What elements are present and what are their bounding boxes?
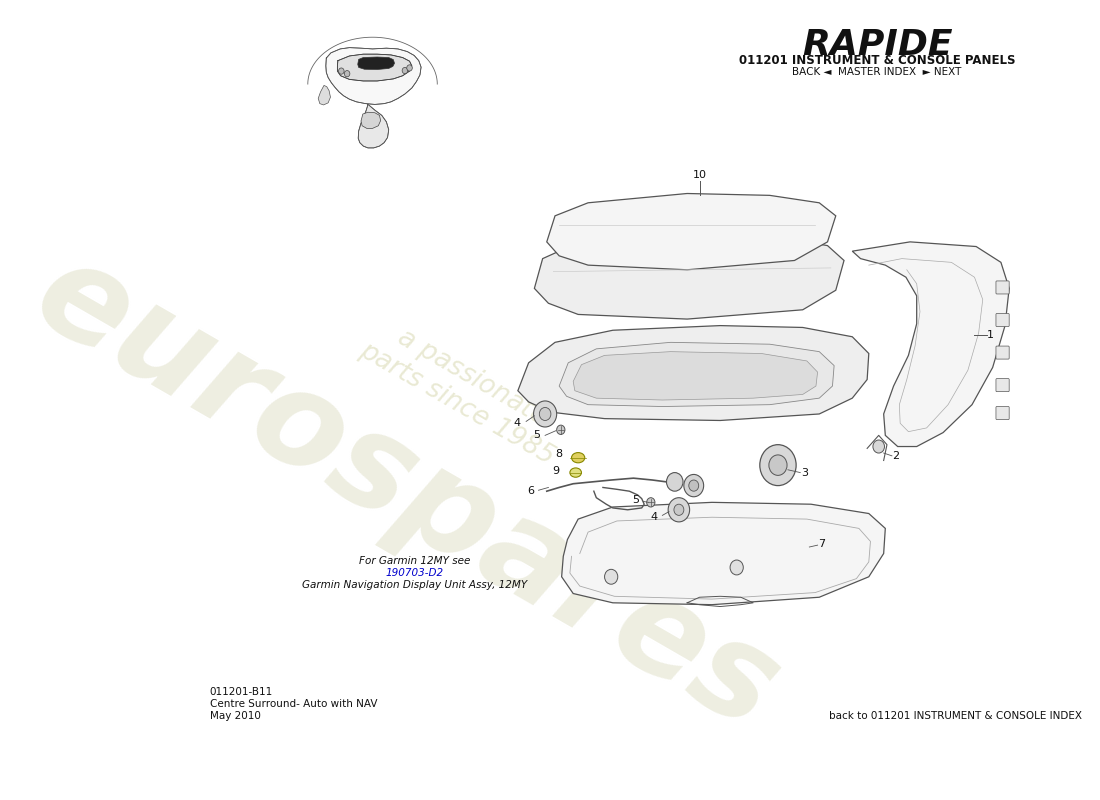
Text: 2: 2 xyxy=(892,451,899,461)
Text: 1: 1 xyxy=(987,330,994,340)
Circle shape xyxy=(873,440,884,453)
Polygon shape xyxy=(547,194,836,270)
Polygon shape xyxy=(318,86,330,105)
FancyBboxPatch shape xyxy=(996,378,1009,392)
Text: For Garmin 12MY see: For Garmin 12MY see xyxy=(359,556,471,566)
Text: 7: 7 xyxy=(817,539,825,550)
Text: 011201-B11: 011201-B11 xyxy=(210,686,273,697)
FancyBboxPatch shape xyxy=(996,346,1009,359)
Polygon shape xyxy=(535,235,844,319)
Circle shape xyxy=(684,474,704,497)
Ellipse shape xyxy=(570,468,582,478)
Polygon shape xyxy=(518,326,869,421)
Polygon shape xyxy=(361,112,381,128)
Circle shape xyxy=(534,401,557,427)
Circle shape xyxy=(403,67,408,74)
Text: a passionate
parts since 1985: a passionate parts since 1985 xyxy=(355,311,573,470)
Text: 9: 9 xyxy=(552,466,560,476)
Text: 5: 5 xyxy=(632,495,639,506)
Circle shape xyxy=(407,65,412,71)
Text: 011201 INSTRUMENT & CONSOLE PANELS: 011201 INSTRUMENT & CONSOLE PANELS xyxy=(739,54,1015,67)
Polygon shape xyxy=(359,105,388,148)
Polygon shape xyxy=(562,502,886,605)
Circle shape xyxy=(647,498,654,507)
Polygon shape xyxy=(573,352,817,400)
Circle shape xyxy=(730,560,744,575)
Circle shape xyxy=(344,70,350,77)
Text: eurospares: eurospares xyxy=(13,230,800,757)
Ellipse shape xyxy=(572,453,585,463)
Text: 4: 4 xyxy=(650,512,658,522)
Text: Garmin Navigation Display Unit Assy, 12MY: Garmin Navigation Display Unit Assy, 12M… xyxy=(302,581,527,590)
Polygon shape xyxy=(326,48,421,105)
Polygon shape xyxy=(338,54,411,81)
Circle shape xyxy=(674,504,684,515)
Text: 8: 8 xyxy=(554,449,562,459)
Text: RAPIDE: RAPIDE xyxy=(802,28,953,62)
Text: BACK ◄  MASTER INDEX  ► NEXT: BACK ◄ MASTER INDEX ► NEXT xyxy=(792,67,961,77)
Circle shape xyxy=(539,407,551,421)
Polygon shape xyxy=(852,242,1009,446)
FancyBboxPatch shape xyxy=(996,281,1009,294)
Text: 190703-D2: 190703-D2 xyxy=(386,568,443,578)
Text: 4: 4 xyxy=(514,418,520,428)
Text: 6: 6 xyxy=(527,486,534,496)
Text: 10: 10 xyxy=(693,170,706,179)
Circle shape xyxy=(760,445,796,486)
Circle shape xyxy=(557,425,565,434)
Polygon shape xyxy=(559,342,834,406)
Text: Centre Surround- Auto with NAV: Centre Surround- Auto with NAV xyxy=(210,698,377,709)
Circle shape xyxy=(667,473,683,491)
FancyBboxPatch shape xyxy=(996,314,1009,326)
Text: 3: 3 xyxy=(801,467,808,478)
Circle shape xyxy=(605,570,618,584)
Text: May 2010: May 2010 xyxy=(210,710,261,721)
Circle shape xyxy=(769,455,788,475)
Text: back to 011201 INSTRUMENT & CONSOLE INDEX: back to 011201 INSTRUMENT & CONSOLE INDE… xyxy=(828,710,1081,721)
FancyBboxPatch shape xyxy=(996,406,1009,419)
Circle shape xyxy=(668,498,690,522)
Text: 5: 5 xyxy=(534,430,540,440)
Circle shape xyxy=(339,68,344,74)
Polygon shape xyxy=(358,57,395,70)
Circle shape xyxy=(689,480,698,491)
